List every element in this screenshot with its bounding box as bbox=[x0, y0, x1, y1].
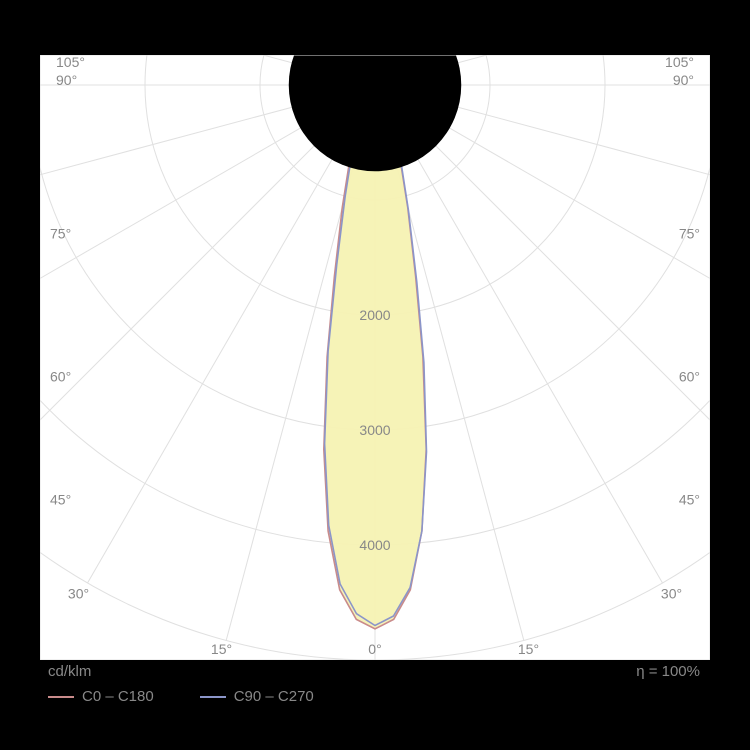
svg-text:105°: 105° bbox=[665, 55, 694, 70]
photometric-polar-chart: 2000 3000 4000 105° 105° 90° 90° 75° 75° 60° 60° 45… bbox=[40, 55, 710, 660]
svg-text:105°: 105° bbox=[56, 55, 85, 70]
svg-text:2000: 2000 bbox=[359, 307, 390, 323]
svg-text:90°: 90° bbox=[673, 72, 694, 88]
svg-text:0°: 0° bbox=[368, 641, 381, 657]
svg-text:45°: 45° bbox=[50, 491, 71, 507]
legend-label-c0: C0 – C180 bbox=[82, 688, 154, 705]
legend-label-c90: C90 – C270 bbox=[234, 688, 314, 705]
svg-text:75°: 75° bbox=[50, 225, 71, 241]
svg-text:75°: 75° bbox=[679, 225, 700, 241]
svg-text:4000: 4000 bbox=[359, 537, 390, 553]
legend: C0 – C180 C90 – C270 bbox=[48, 688, 702, 705]
svg-text:60°: 60° bbox=[679, 369, 700, 385]
svg-text:60°: 60° bbox=[50, 369, 71, 385]
svg-text:15°: 15° bbox=[518, 641, 539, 657]
unit-label: cd/klm bbox=[48, 663, 91, 680]
svg-text:15°: 15° bbox=[211, 641, 232, 657]
legend-swatch-c90 bbox=[200, 696, 226, 698]
svg-text:3000: 3000 bbox=[359, 422, 390, 438]
efficiency-label: η = 100% bbox=[636, 663, 700, 680]
svg-text:45°: 45° bbox=[679, 491, 700, 507]
legend-swatch-c0 bbox=[48, 696, 74, 698]
svg-text:30°: 30° bbox=[661, 586, 682, 602]
svg-text:30°: 30° bbox=[68, 586, 89, 602]
svg-text:90°: 90° bbox=[56, 72, 77, 88]
